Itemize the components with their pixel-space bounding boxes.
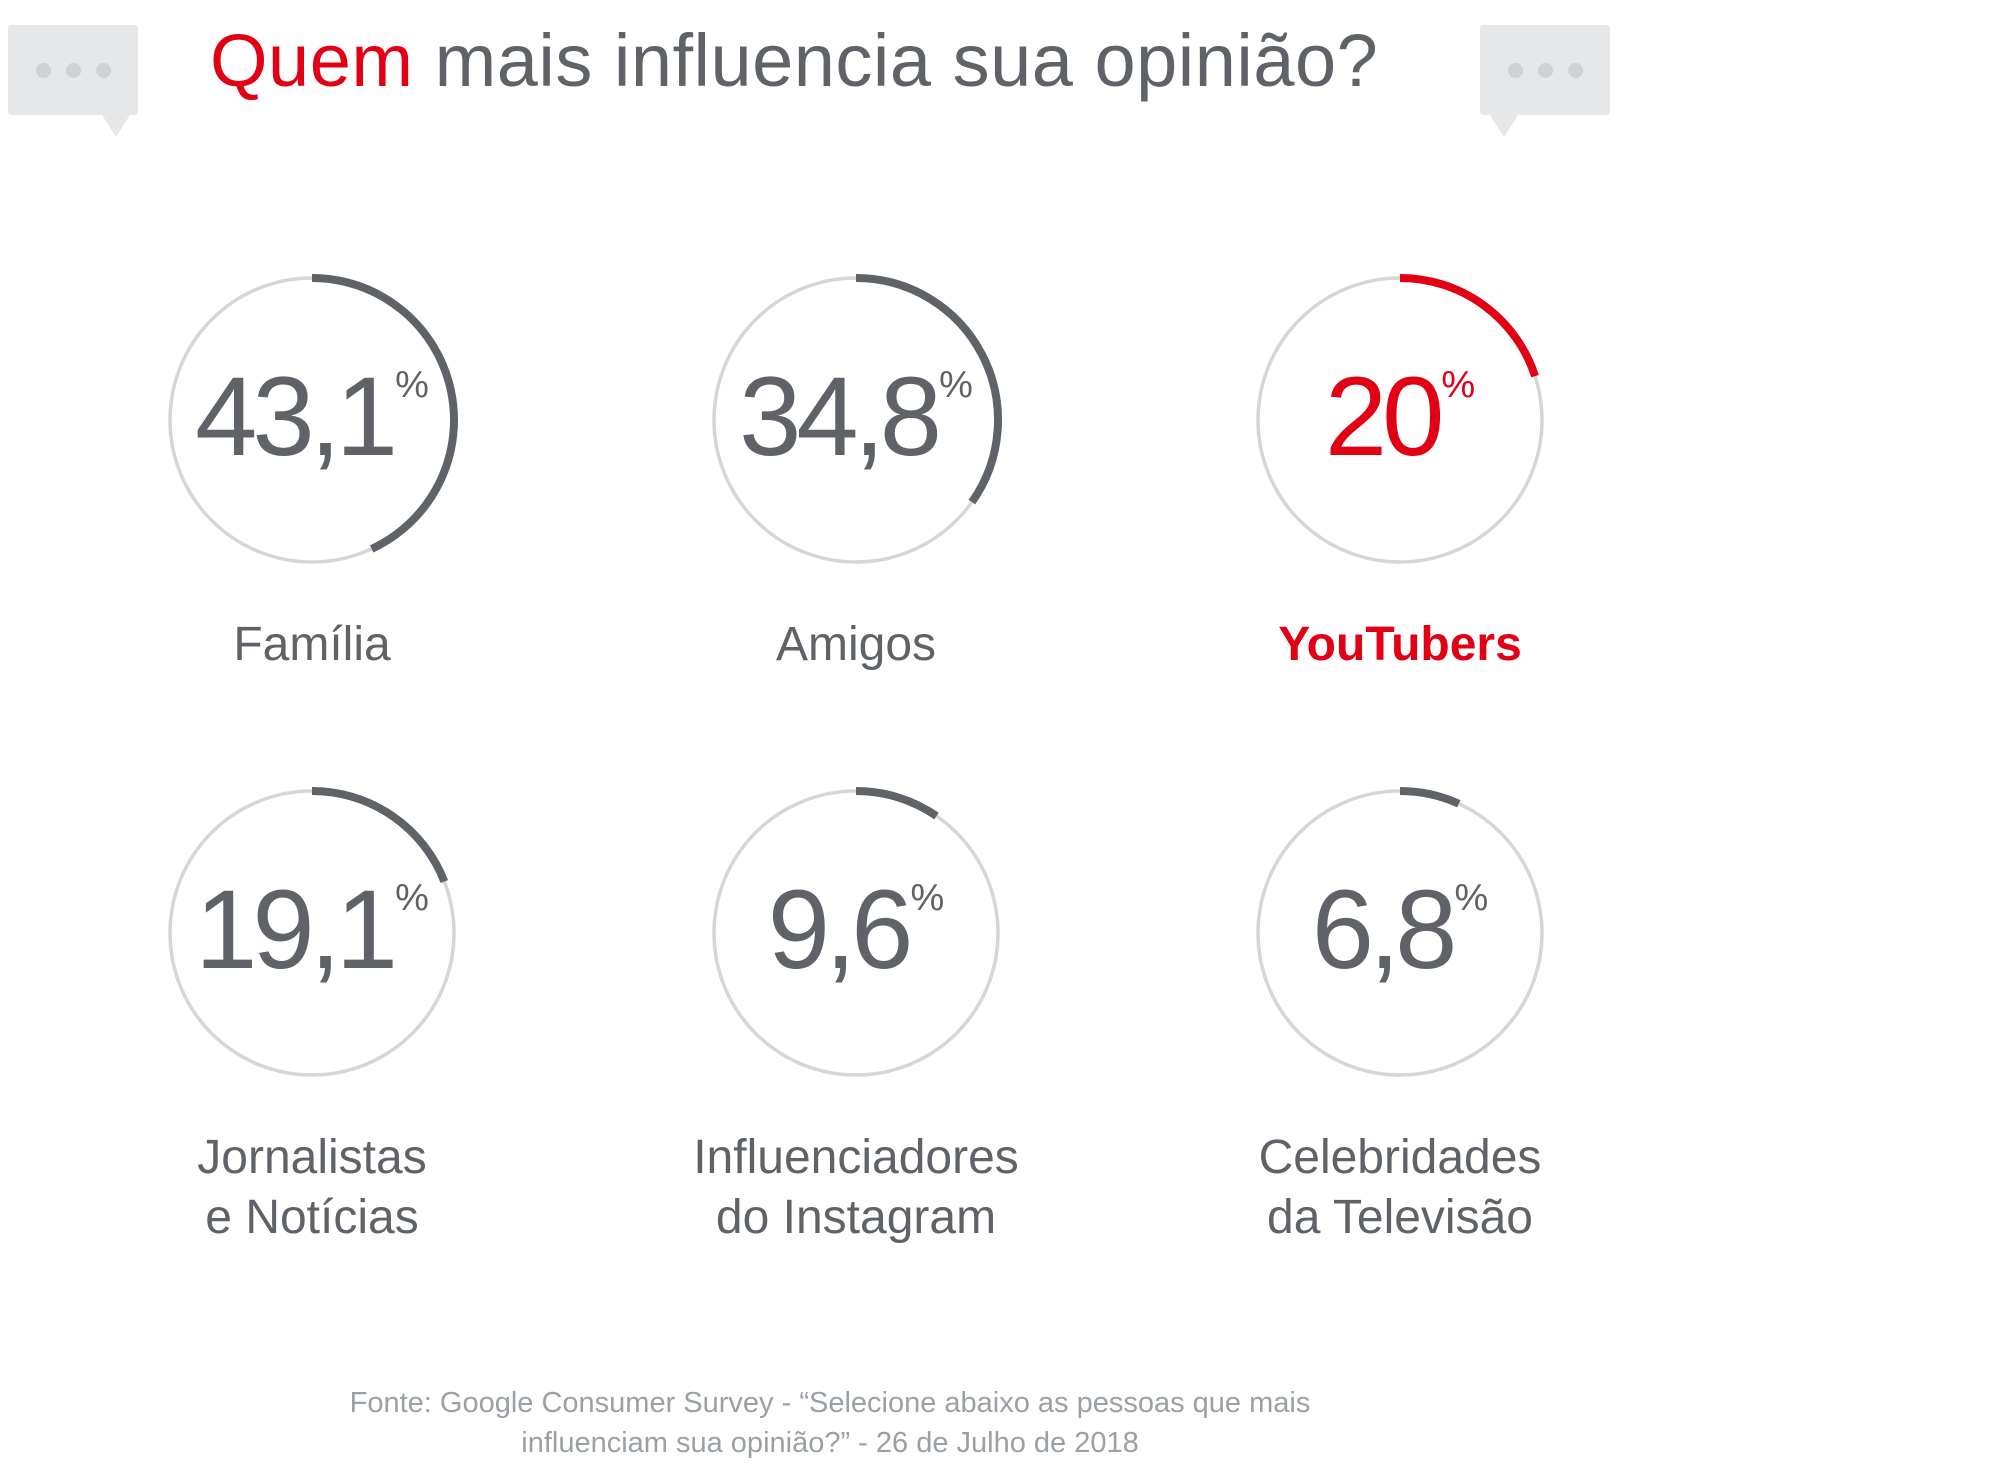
category-label-line: e Notícias [205, 1191, 419, 1244]
category-label: YouTubers [1190, 615, 1610, 675]
percent-value: 6,8% [1200, 865, 1600, 994]
progress-arc [1399, 787, 1461, 808]
percent-sign: % [395, 364, 429, 406]
category-label-line: Família [233, 618, 391, 671]
speech-bubble-right-icon [1480, 25, 1610, 137]
percent-number: 43,1 [195, 354, 398, 479]
category-label: Celebridades da Televisão [1190, 1128, 1610, 1248]
percent-value: 19,1% [112, 865, 512, 994]
dot-icon [1538, 63, 1553, 78]
percent-number: 6,8 [1311, 867, 1458, 992]
progress-arc [311, 787, 449, 884]
category-label-line: Influenciadores [693, 1131, 1019, 1184]
category-label: Influenciadores do Instagram [646, 1128, 1066, 1248]
title-accent: Quem [210, 19, 414, 102]
category-label-line: YouTubers [1278, 618, 1522, 671]
percent-value: 43,1% [112, 352, 512, 481]
percent-value: 9,6% [656, 865, 1056, 994]
progress-arc [1399, 274, 1539, 378]
percent-number: 34,8 [739, 354, 942, 479]
page-title: Quem mais influencia sua opinião? [210, 18, 1450, 103]
category-label-line: Amigos [775, 618, 937, 671]
source-line-1: Fonte: Google Consumer Survey - “Selecio… [349, 1387, 1311, 1419]
category-label: Amigos [646, 615, 1066, 675]
speech-bubble-left-icon [8, 25, 138, 137]
source-line-2: influenciam sua opinião?” - 26 de Julho … [521, 1427, 1139, 1459]
percent-number: 19,1 [195, 867, 398, 992]
percent-number: 9,6 [767, 867, 914, 992]
category-label-line: da Televisão [1267, 1191, 1533, 1244]
dot-icon [66, 63, 81, 78]
dot-icon [96, 63, 111, 78]
dot-icon [1508, 63, 1523, 78]
percent-value: 34,8% [656, 352, 1056, 481]
source-note: Fonte: Google Consumer Survey - “Selecio… [320, 1383, 1340, 1463]
percent-value: 20% [1200, 352, 1600, 481]
dot-icon [36, 63, 51, 78]
category-label-line: Celebridades [1258, 1131, 1542, 1184]
category-label-line: do Instagram [715, 1191, 997, 1244]
category-label: Família [102, 615, 522, 675]
category-label: Jornalistas e Notícias [102, 1128, 522, 1248]
progress-arc [311, 274, 458, 553]
category-label-line: Jornalistas [197, 1131, 427, 1184]
percent-sign: % [1454, 877, 1489, 919]
title-rest: mais influencia sua opinião? [413, 19, 1379, 102]
percent-sign: % [910, 877, 945, 919]
percent-sign: % [1441, 364, 1476, 406]
percent-number: 20 [1324, 354, 1445, 479]
percent-sign: % [939, 364, 973, 406]
progress-arc [855, 787, 939, 820]
dot-icon [1568, 63, 1583, 78]
percent-sign: % [395, 877, 429, 919]
progress-arc [855, 274, 1002, 505]
